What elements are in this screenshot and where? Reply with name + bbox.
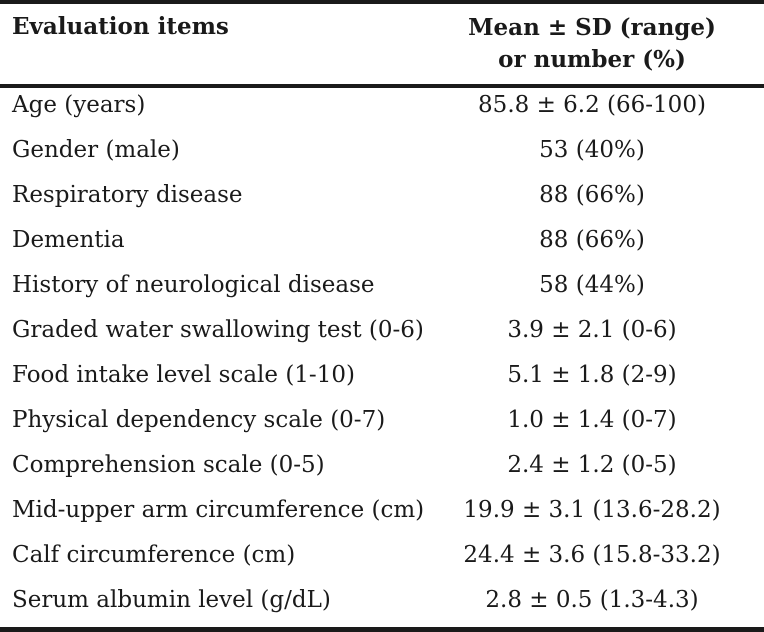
row-label: Calf circumference (cm) (12, 542, 296, 568)
header-value-line1: Mean ± SD (range) (468, 14, 716, 41)
header-value: Mean ± SD (range) or number (%) (420, 12, 764, 76)
row-value: 19.9 ± 3.1 (13.6-28.2) (463, 497, 721, 523)
row-value: 88 (66%) (539, 227, 645, 253)
row-value: 5.1 ± 1.8 (2-9) (507, 362, 677, 388)
table-row: Calf circumference (cm) 24.4 ± 3.6 (15.8… (0, 538, 764, 583)
row-label: Dementia (12, 227, 125, 253)
header-label: Evaluation items (12, 13, 229, 40)
table-row: Dementia 88 (66%) (0, 223, 764, 268)
row-value: 1.0 ± 1.4 (0-7) (507, 407, 677, 433)
table-row: Mid-upper arm circumference (cm) 19.9 ± … (0, 493, 764, 538)
row-value: 24.4 ± 3.6 (15.8-33.2) (463, 542, 721, 568)
table-body: Age (years) 85.8 ± 6.2 (66-100) Gender (… (0, 88, 764, 628)
row-label: Food intake level scale (1-10) (12, 362, 355, 388)
table-row: Food intake level scale (1-10) 5.1 ± 1.8… (0, 358, 764, 403)
table-row: Comprehension scale (0-5) 2.4 ± 1.2 (0-5… (0, 448, 764, 493)
row-label: Mid-upper arm circumference (cm) (12, 497, 425, 523)
table-row: Physical dependency scale (0-7) 1.0 ± 1.… (0, 403, 764, 448)
table-row: Gender (male) 53 (40%) (0, 133, 764, 178)
header-value-line2: or number (%) (498, 46, 686, 73)
row-value: 85.8 ± 6.2 (66-100) (478, 92, 706, 118)
table-row: Respiratory disease 88 (66%) (0, 178, 764, 223)
row-label: Age (years) (12, 92, 146, 118)
row-label: Serum albumin level (g/dL) (12, 587, 331, 613)
row-value: 3.9 ± 2.1 (0-6) (507, 317, 677, 343)
row-label: Physical dependency scale (0-7) (12, 407, 386, 433)
row-label: History of neurological disease (12, 272, 375, 298)
table-row: History of neurological disease 58 (44%) (0, 268, 764, 313)
table-row: Serum albumin level (g/dL) 2.8 ± 0.5 (1.… (0, 583, 764, 628)
row-value: 58 (44%) (539, 272, 645, 298)
top-rule (0, 0, 764, 4)
header-rule (0, 84, 764, 88)
table-row: Graded water swallowing test (0-6) 3.9 ±… (0, 313, 764, 358)
row-value: 88 (66%) (539, 182, 645, 208)
row-label: Graded water swallowing test (0-6) (12, 317, 424, 343)
row-value: 2.8 ± 0.5 (1.3-4.3) (485, 587, 699, 613)
row-label: Comprehension scale (0-5) (12, 452, 325, 478)
row-label: Respiratory disease (12, 182, 243, 208)
table-row: Age (years) 85.8 ± 6.2 (66-100) (0, 88, 764, 133)
bottom-rule (0, 627, 764, 632)
table-header: Evaluation items Mean ± SD (range) or nu… (0, 4, 764, 84)
row-value: 53 (40%) (539, 137, 645, 163)
row-value: 2.4 ± 1.2 (0-5) (507, 452, 677, 478)
row-label: Gender (male) (12, 137, 180, 163)
